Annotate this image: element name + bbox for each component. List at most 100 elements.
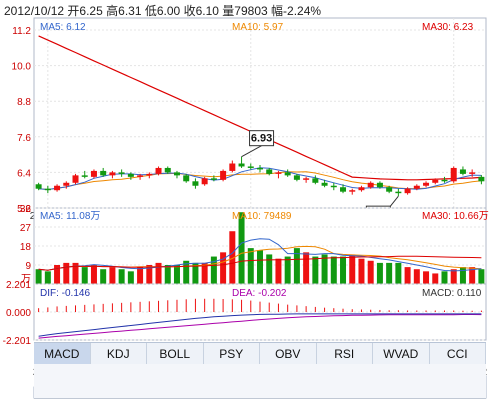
low-value: 6.00 [156, 4, 181, 18]
history-navigator[interactable] [34, 364, 486, 399]
volume-bar [72, 262, 79, 284]
candle-body [386, 187, 393, 192]
candle-body [349, 190, 356, 192]
price-tick-label: 11.2 [12, 26, 31, 37]
quote-header: 2012/10/12 开6.25 高6.31 低6.00 收6.10 量7980… [4, 2, 321, 19]
candle-body [54, 185, 61, 191]
volume-bar [413, 269, 420, 284]
candle-body [173, 172, 180, 176]
volume-bar [201, 262, 208, 284]
volume-bar [54, 265, 61, 284]
volume-bar [118, 269, 125, 284]
low-label: 低 [144, 4, 157, 18]
volume-bar [459, 267, 466, 284]
volume-bar [284, 256, 291, 284]
candle-body [201, 178, 208, 185]
volume-bar [450, 269, 457, 284]
volume-legend-ma5: MA5: 11.08万 [40, 211, 100, 222]
volume-tick-label: 18 [20, 242, 32, 253]
volume-bar [340, 256, 347, 284]
candle-body [284, 172, 291, 176]
volume-bar [220, 252, 227, 284]
volume-bar [293, 248, 300, 284]
price-tick-label: 8.8 [17, 97, 31, 108]
price-tick-label: 6.4 [17, 168, 31, 179]
macd-tick-label: -2.201 [3, 336, 32, 347]
candle-body [183, 175, 190, 182]
candle-body [109, 172, 116, 176]
volume-bar [469, 267, 476, 284]
volume-bar [266, 254, 273, 284]
candle-body [146, 173, 153, 176]
price-legend-ma10: MA10: 5.97 [232, 22, 284, 33]
candle-body [376, 182, 383, 188]
tab-obv[interactable]: OBV [260, 343, 317, 365]
volume-bar [303, 252, 310, 284]
volume-ma30-line [38, 255, 482, 271]
tab-psy[interactable]: PSY [204, 343, 260, 365]
candle-body [478, 176, 485, 182]
candle-body [238, 163, 245, 167]
candle-body [257, 167, 263, 170]
volume-bar [432, 273, 439, 284]
tab-boll[interactable]: BOLL [147, 343, 204, 365]
tab-macd[interactable]: MACD [34, 343, 91, 365]
close-value: 6.10 [195, 4, 219, 18]
change-label: 幅 [271, 4, 284, 18]
annotation-leader [389, 195, 399, 207]
candle-body [118, 172, 125, 174]
volume-bar [395, 262, 402, 284]
volume-bar [275, 258, 282, 284]
volume-legend-ma30: MA30: 10.66万 [422, 211, 489, 222]
candle-body [266, 169, 273, 174]
candle-body [63, 182, 70, 186]
candle-body [312, 178, 319, 183]
candle-body [441, 179, 448, 182]
candle-body [137, 175, 144, 177]
tab-kdj[interactable]: KDJ [91, 343, 147, 365]
volume-bar [127, 271, 134, 284]
indicator-tabs: MACD KDJ BOLL PSY OBV RSI WVAD CCI [34, 342, 486, 366]
volume-bar [146, 265, 153, 284]
macd-legend-dea: DEA: -0.202 [232, 288, 287, 299]
open-label: 开 [67, 4, 80, 18]
volume-bar [478, 269, 485, 284]
volume-legend-ma10: MA10: 79489 [232, 211, 292, 222]
volume-bar [137, 267, 144, 284]
volume-bar [81, 267, 88, 284]
candle-body [44, 188, 51, 191]
candle-body [72, 175, 79, 183]
volume-bar [404, 267, 411, 284]
volume-bar [173, 265, 180, 284]
volume-bar [423, 271, 430, 284]
candle-body [330, 185, 337, 188]
candle-body [164, 167, 171, 173]
candle-body [321, 182, 328, 186]
candle-body [90, 170, 97, 177]
volume-bar [349, 254, 356, 284]
price-legend-ma5: MA5: 6.12 [40, 22, 86, 33]
candle-body [127, 173, 134, 177]
tab-wvad[interactable]: WVAD [373, 343, 430, 365]
price-tick-label: 10.0 [12, 62, 32, 73]
volume-bar [376, 262, 383, 284]
volume-tick-label: 9 [25, 261, 31, 272]
tab-rsi[interactable]: RSI [317, 343, 373, 365]
volume-bar [164, 265, 171, 284]
volume-bar [441, 271, 448, 284]
tab-cci[interactable]: CCI [430, 343, 486, 365]
annotation-box [249, 130, 275, 147]
volume-bar [210, 256, 217, 284]
open-value: 6.25 [79, 4, 103, 18]
candle-body [229, 163, 236, 171]
candle-body [469, 172, 476, 174]
price-tick-label: 5.2 [17, 204, 31, 215]
candle-body [423, 182, 430, 186]
annotation-label: 6.93 [251, 133, 272, 145]
candle-body [450, 167, 457, 182]
candle-body [303, 178, 310, 180]
candle-body [247, 166, 254, 168]
candle-body [275, 172, 282, 174]
candle-body [432, 179, 439, 183]
